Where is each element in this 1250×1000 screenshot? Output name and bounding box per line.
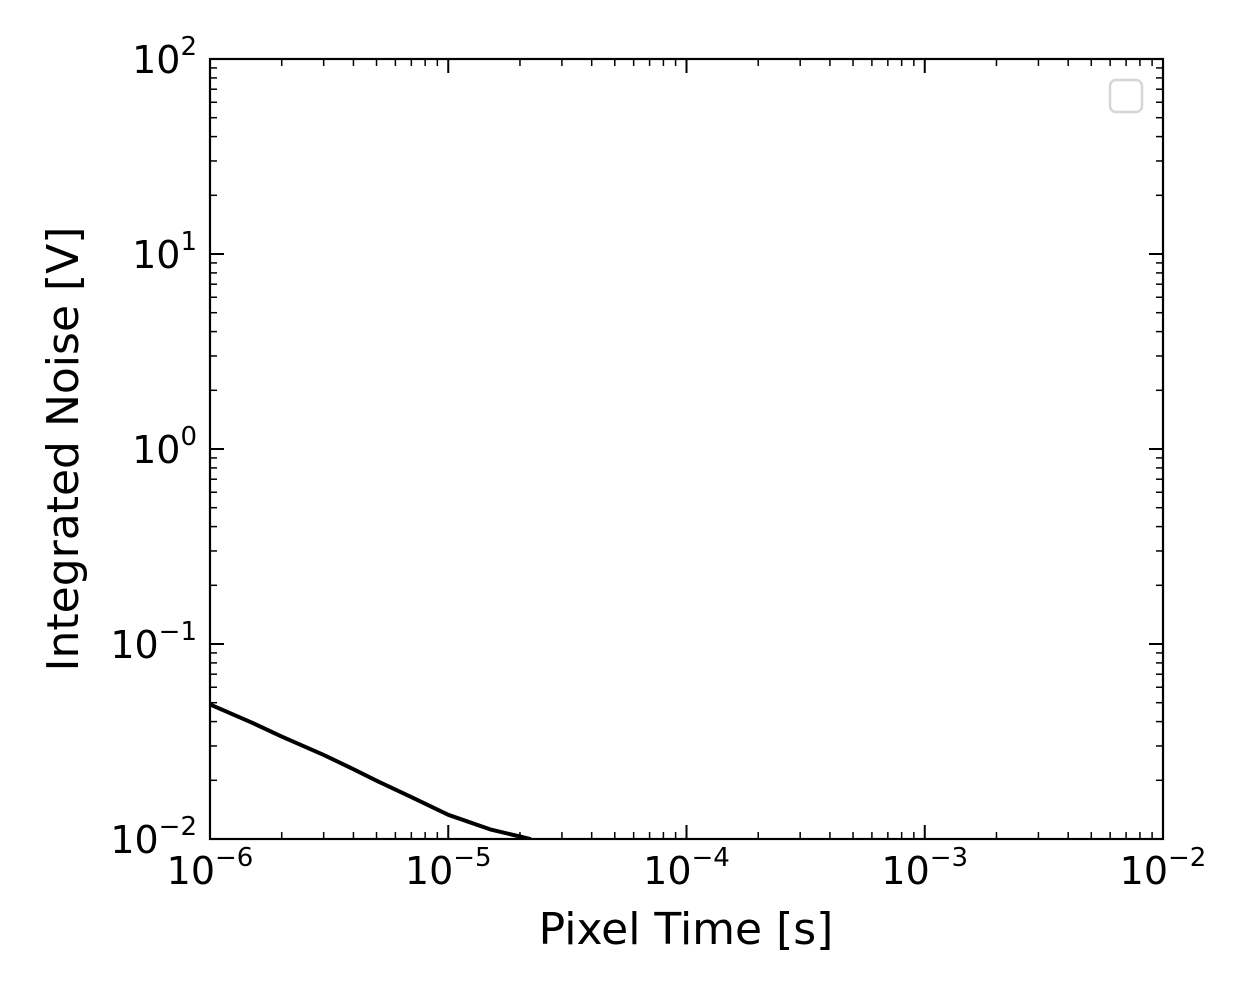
x-tick-label: 10−3 bbox=[881, 843, 968, 893]
legend-box bbox=[1108, 78, 1144, 114]
x-tick-labels: 10−6 10−5 10−4 10−3 10−2 bbox=[167, 843, 1207, 893]
series-line-0 bbox=[210, 702, 532, 839]
y-axis-label: Integrated Noise [V] bbox=[38, 227, 89, 672]
x-axis-label: Pixel Time [s] bbox=[539, 904, 834, 955]
y-tick-label: 101 bbox=[132, 227, 197, 277]
x-tick-label: 10−5 bbox=[405, 843, 492, 893]
x-tick-label: 10−6 bbox=[167, 843, 254, 893]
y-tick-label: 10−2 bbox=[110, 812, 197, 862]
y-tick-label: 102 bbox=[132, 32, 197, 82]
x-tick-label: 10−4 bbox=[643, 843, 730, 893]
y-tick-label: 100 bbox=[132, 422, 197, 472]
y-tick-label: 10−1 bbox=[110, 617, 197, 667]
plot-frame bbox=[208, 57, 1165, 841]
x-tick-label: 10−2 bbox=[1120, 843, 1207, 893]
plot-background bbox=[210, 59, 1163, 839]
minor-ticks bbox=[210, 59, 1163, 839]
y-tick-labels: 10−2 10−1 100 101 102 bbox=[110, 32, 197, 862]
series-layer bbox=[210, 702, 532, 839]
